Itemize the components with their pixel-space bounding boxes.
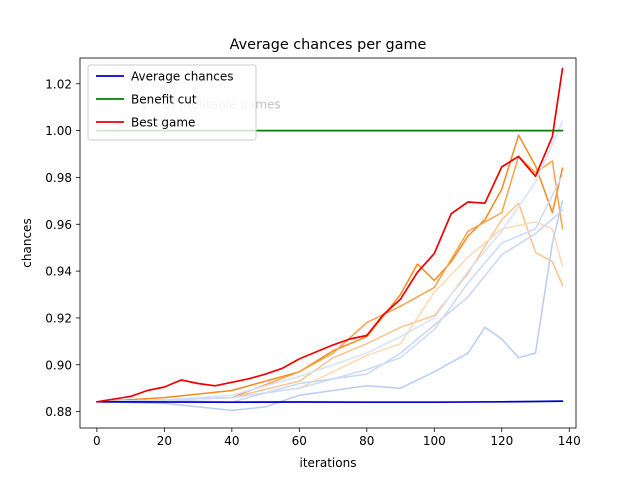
x-axis-label: iterations	[300, 456, 357, 470]
x-tick-label: 0	[93, 434, 101, 448]
series-line-run-3	[96, 134, 564, 403]
series-layer	[96, 67, 564, 412]
y-axis-label: chances	[20, 218, 34, 267]
series-line-run-10	[96, 174, 564, 403]
x-tick-label: 20	[157, 434, 172, 448]
y-axis: 0.88 0.90 0.92 0.94 0.96 0.98 1.00 1.02	[45, 77, 80, 419]
legend: Average chances Benefit cut Best game	[87, 64, 257, 141]
x-tick-label: 40	[224, 434, 239, 448]
x-tick-label: 140	[558, 434, 581, 448]
legend-box	[87, 64, 257, 141]
y-tick-label: 1.02	[45, 77, 72, 91]
y-tick-label: 0.96	[45, 218, 72, 232]
y-tick-label: 0.92	[45, 311, 72, 325]
y-tick-label: 0.94	[45, 265, 72, 279]
chart-title: Average chances per game	[230, 37, 427, 53]
y-tick-label: 1.00	[45, 124, 72, 138]
plot-frame	[79, 57, 577, 429]
x-axis: 0 20 40 60 80 100 120 140	[93, 428, 581, 448]
x-tick-label: 60	[292, 434, 307, 448]
x-tick-label: 100	[423, 434, 446, 448]
series-line-run-4	[96, 155, 564, 403]
y-tick-label: 0.90	[45, 358, 72, 372]
series-line-run-9	[96, 200, 564, 412]
series-line-average-chances	[96, 400, 564, 404]
series-line-run-7	[96, 120, 564, 403]
legend-label-benefit-cut: Benefit cut	[131, 93, 197, 107]
x-tick-label: 120	[490, 434, 513, 448]
x-tick-label: 80	[359, 434, 374, 448]
y-tick-label: 0.88	[45, 405, 72, 419]
legend-label-average-chances: Average chances	[131, 70, 234, 84]
y-tick-label: 0.98	[45, 171, 72, 185]
series-line-best-game	[96, 67, 564, 403]
series-line-run-5	[96, 202, 564, 403]
legend-label-best-game: Best game	[131, 116, 195, 130]
